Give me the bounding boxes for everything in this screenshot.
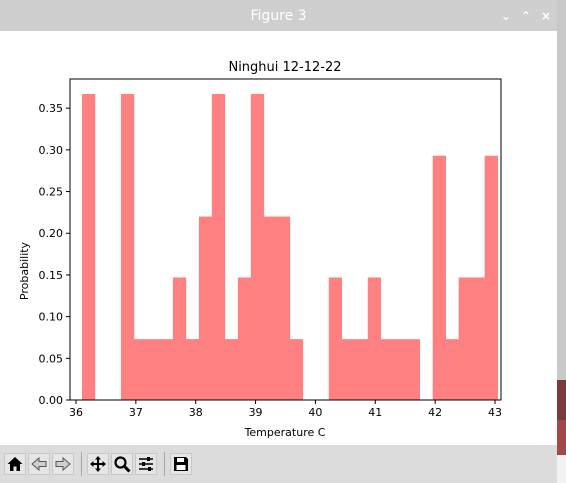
histogram-bar: [263, 216, 278, 400]
back-button[interactable]: [28, 453, 50, 475]
histogram-bar: [172, 277, 187, 400]
x-tick-label: 39: [249, 406, 263, 419]
histogram-bar: [198, 216, 213, 400]
x-tick-label: 42: [428, 406, 442, 419]
histogram-bar: [224, 339, 239, 400]
close-button[interactable]: ×: [540, 8, 551, 23]
pan-icon: [90, 456, 106, 472]
x-ticks-group: 36 37 38 39 40 41 42 43: [69, 400, 502, 419]
home-icon: [7, 457, 23, 471]
y-axis-label: Probability: [18, 241, 31, 300]
x-tick-label: 43: [488, 406, 502, 419]
chart-title: Ninghui 12-12-22: [228, 60, 341, 75]
y-tick-label: 0.25: [39, 186, 64, 199]
forward-button[interactable]: [52, 453, 74, 475]
y-tick-label: 0.00: [39, 394, 64, 407]
window-title: Figure 3: [250, 7, 307, 24]
histogram-bar: [185, 339, 200, 400]
save-button[interactable]: [170, 453, 192, 475]
bars-group: [81, 94, 498, 400]
histogram-bar: [445, 339, 459, 400]
minimize-button[interactable]: ⌄: [500, 8, 511, 23]
histogram-bar: [146, 339, 161, 400]
x-tick-label: 36: [69, 406, 83, 419]
histogram-bar: [367, 277, 382, 400]
x-axis-label: Temperature C: [244, 426, 326, 439]
histogram-bar: [237, 277, 252, 400]
axes-frame: [69, 78, 502, 401]
y-tick-label: 0.30: [39, 144, 64, 157]
forward-icon: [55, 456, 71, 472]
save-icon: [174, 457, 188, 471]
home-button[interactable]: [4, 453, 26, 475]
y-ticks-group: 0.00 0.05 0.10 0.15 0.20 0.25 0.30 0.35: [39, 102, 70, 407]
histogram-bar: [406, 339, 421, 400]
histogram-bar: [471, 277, 485, 400]
desktop-background: [557, 0, 566, 483]
histogram-bar: [380, 339, 395, 400]
histogram-bar: [289, 339, 304, 400]
y-tick-label: 0.05: [39, 352, 64, 365]
zoom-button[interactable]: [111, 453, 133, 475]
figure-canvas[interactable]: 36 37 38 39 40 41 42 43 0.00 0.05 0.10 0.15 0.20 0.2…: [0, 31, 557, 445]
histogram-bar: [133, 339, 148, 400]
histogram-bar: [354, 339, 369, 400]
toolbar-separator: [81, 452, 82, 476]
histogram-bar: [393, 339, 408, 400]
histogram-bar: [484, 155, 498, 400]
histogram-chart: 36 37 38 39 40 41 42 43 0.00 0.05 0.10 0.15 0.20 0.2…: [18, 60, 502, 439]
window-controls: ⌄ ⌃ ×: [501, 0, 551, 31]
configure-subplots-icon: [139, 457, 153, 471]
histogram-bar: [250, 94, 265, 400]
x-tick-label: 37: [129, 406, 143, 419]
x-tick-label: 38: [189, 406, 203, 419]
maximize-button[interactable]: ⌃: [520, 8, 531, 23]
histogram-bar: [341, 339, 356, 400]
histogram-bar: [211, 94, 226, 400]
histogram-bar: [328, 277, 343, 400]
x-tick-label: 40: [308, 406, 322, 419]
window-titlebar[interactable]: Figure 3 ⌄ ⌃ ×: [0, 0, 557, 31]
y-tick-label: 0.15: [39, 269, 64, 282]
y-tick-label: 0.10: [39, 311, 64, 324]
histogram-bar: [432, 155, 446, 400]
x-tick-label: 41: [368, 406, 382, 419]
y-tick-label: 0.35: [39, 102, 64, 115]
histogram-bar: [120, 94, 135, 400]
y-tick-label: 0.20: [39, 227, 64, 240]
toolbar-separator: [164, 452, 165, 476]
histogram-bar: [458, 277, 472, 400]
configure-subplots-button[interactable]: [135, 453, 157, 475]
navigation-toolbar: [0, 445, 557, 483]
histogram-bar: [81, 94, 96, 400]
histogram-bar: [276, 216, 291, 400]
desktop-panel-edge: [557, 455, 566, 483]
back-icon: [31, 456, 47, 472]
pan-button[interactable]: [87, 453, 109, 475]
zoom-icon: [114, 456, 131, 473]
histogram-bar: [159, 339, 174, 400]
